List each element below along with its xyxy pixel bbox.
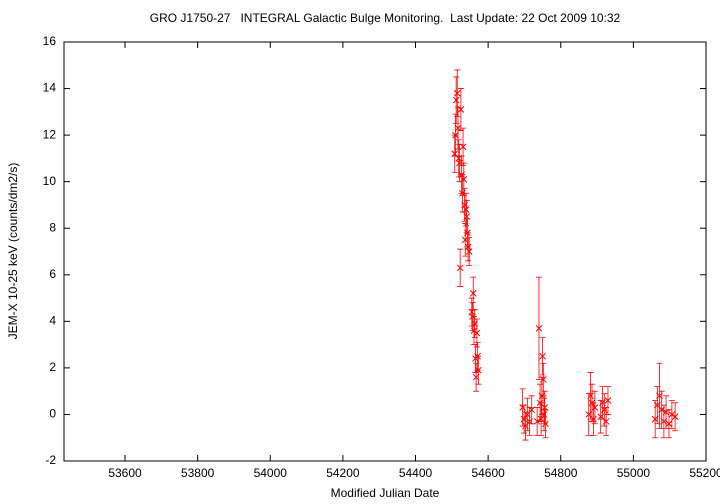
x-tick-label: 55200 bbox=[689, 466, 720, 480]
y-tick-label: 8 bbox=[49, 220, 56, 234]
x-tick-label: 54200 bbox=[326, 466, 360, 480]
chart-title: GRO J1750-27 INTEGRAL Galactic Bulge Mon… bbox=[150, 11, 621, 25]
data-point bbox=[604, 397, 612, 404]
data-point bbox=[465, 248, 473, 255]
y-axis-label: JEM-X 10-25 keV (counts/dm2/s) bbox=[6, 163, 20, 340]
plot-frame bbox=[63, 41, 707, 462]
data-point bbox=[460, 175, 468, 183]
data-point bbox=[469, 290, 477, 297]
data-point bbox=[587, 392, 594, 400]
data-point bbox=[540, 411, 548, 418]
y-tick-label: 14 bbox=[43, 81, 57, 95]
data-point bbox=[590, 415, 597, 423]
data-point bbox=[539, 352, 546, 360]
data-point bbox=[528, 406, 536, 414]
y-tick-label: 12 bbox=[43, 127, 57, 141]
data-point bbox=[671, 413, 679, 421]
y-tick-label: 6 bbox=[49, 267, 56, 281]
data-point bbox=[452, 96, 460, 104]
data-point bbox=[459, 143, 467, 151]
data-point bbox=[520, 415, 528, 423]
y-tick-label: 2 bbox=[49, 360, 56, 374]
y-tick-label: -2 bbox=[45, 453, 56, 467]
data-point bbox=[542, 420, 549, 428]
data-point bbox=[602, 418, 610, 425]
data-point bbox=[453, 89, 461, 97]
data-point bbox=[535, 324, 543, 332]
y-tick-label: 10 bbox=[43, 174, 57, 188]
data-point bbox=[457, 106, 465, 113]
x-tick-label: 55000 bbox=[617, 466, 651, 480]
x-tick-label: 53800 bbox=[181, 466, 215, 480]
data-point bbox=[591, 404, 599, 411]
x-tick-label: 54400 bbox=[399, 466, 433, 480]
data-point bbox=[456, 264, 464, 272]
y-tick-label: 4 bbox=[49, 314, 56, 328]
data-point bbox=[665, 420, 673, 428]
data-point bbox=[474, 366, 482, 374]
x-tick-label: 54000 bbox=[254, 466, 288, 480]
data-point bbox=[668, 411, 676, 418]
y-tick-label: 16 bbox=[43, 34, 57, 48]
x-tick-label: 54800 bbox=[544, 466, 578, 480]
data-point bbox=[539, 376, 547, 383]
x-tick-label: 54600 bbox=[471, 466, 505, 480]
data-point bbox=[452, 131, 459, 139]
data-point bbox=[462, 206, 470, 213]
x-tick-label: 53600 bbox=[108, 466, 142, 480]
x-axis-label: Modified Julian Date bbox=[331, 486, 440, 500]
data-point bbox=[473, 329, 481, 337]
y-tick-label: 0 bbox=[49, 407, 56, 421]
